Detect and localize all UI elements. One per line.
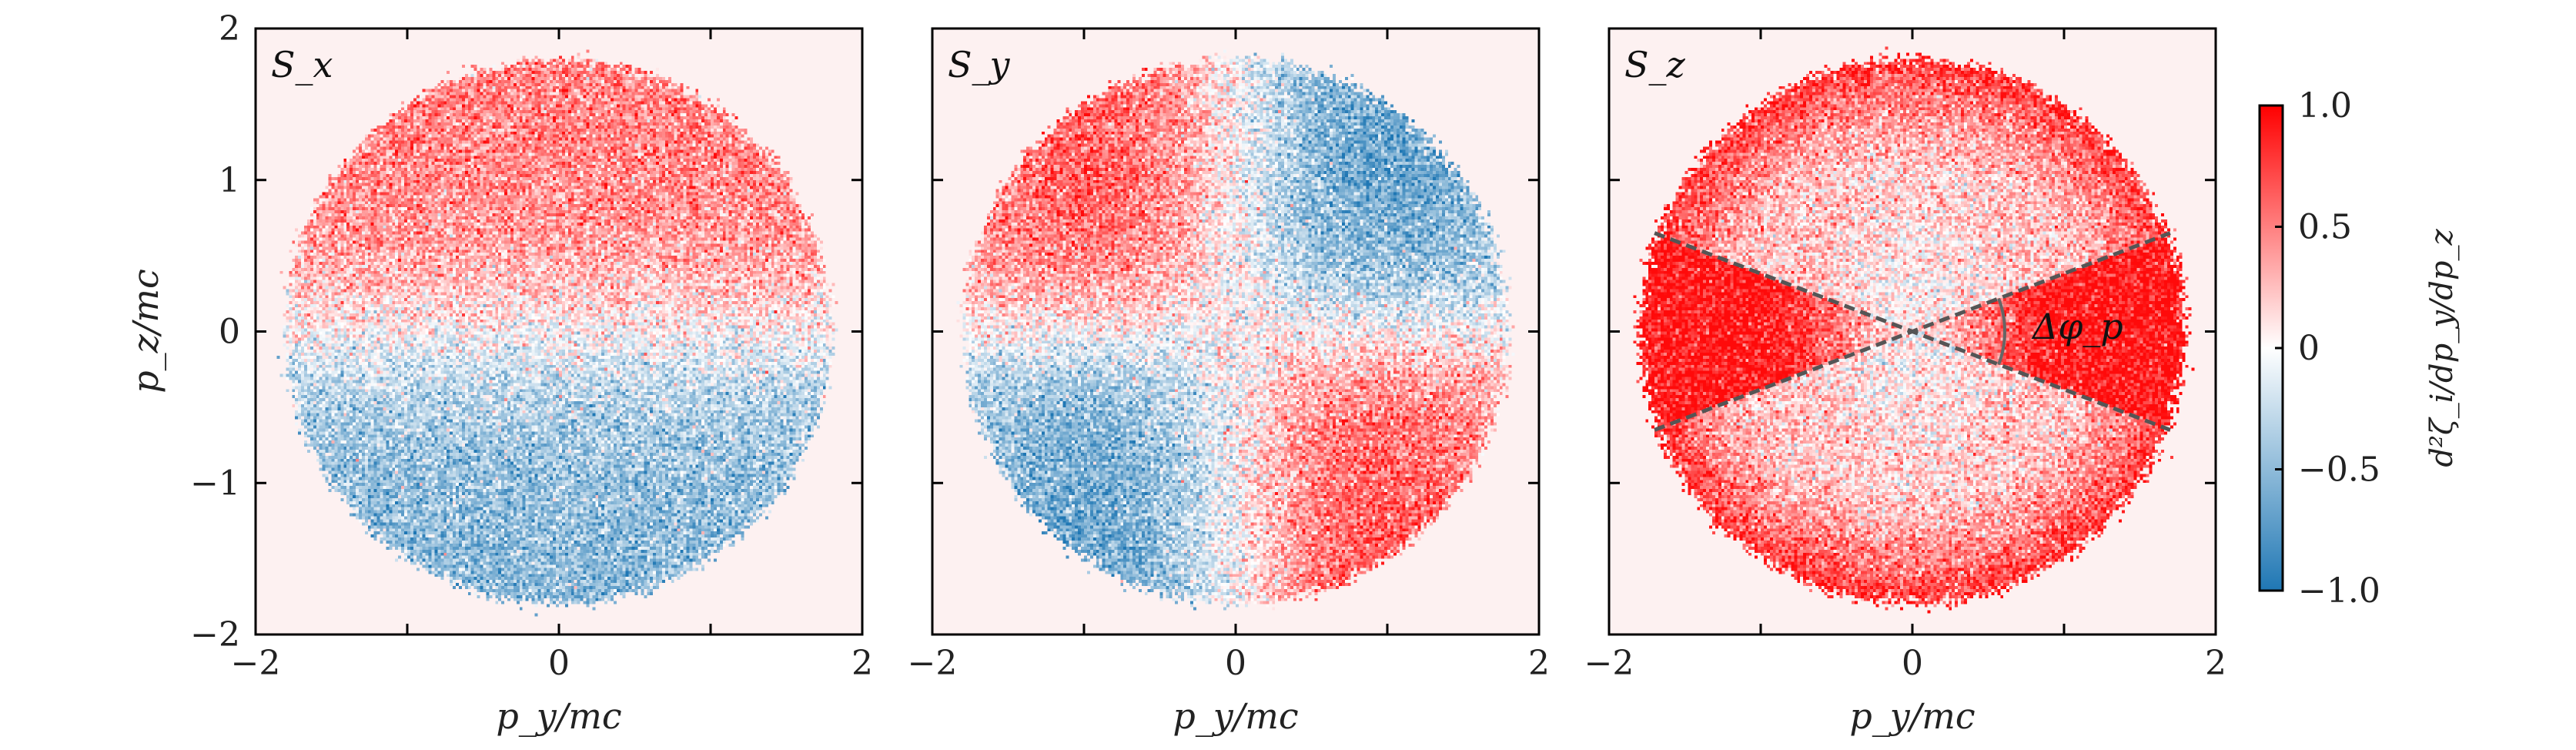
x-tick-label: −2 (1584, 644, 1634, 683)
x-tick-label: 0 (1902, 644, 1923, 683)
x-axis-title-3: p_y/mc (1849, 695, 1975, 737)
y-tick-label: −2 (190, 615, 240, 655)
panel-label: S_y (948, 44, 1011, 85)
y-tick-label: −1 (190, 464, 240, 503)
dashed-lines (1654, 231, 2171, 432)
heatmap-image (932, 28, 1539, 634)
x-axis-title-2: p_y/mc (1173, 695, 1298, 737)
colorbar: 1.0 0.5 0 −0.5 −1.0 d²ζ_i/dp_y/dp_z (2258, 86, 2460, 611)
axis-ticks: −2 0 2 −2 −1 0 1 2 −2 0 2 −2 0 2 (190, 9, 2226, 683)
x-axis-title-1: p_y/mc (496, 695, 621, 737)
x-tick-label: −2 (231, 644, 281, 683)
y-axis-title: p_z/mc (125, 269, 166, 393)
colorbar-tick-label: 0.5 (2298, 208, 2352, 247)
dashed-line (1654, 231, 2171, 432)
colorbar-ticks: 1.0 0.5 0 −0.5 −1.0 (2275, 86, 2380, 611)
y-tick-label: 0 (219, 313, 240, 352)
y-tick-label: 1 (219, 161, 240, 200)
colorbar-label: d²ζ_i/dp_y/dp_z (2424, 229, 2460, 467)
x-tick-label: 2 (1528, 644, 1550, 683)
x-tick-label: −2 (908, 644, 958, 683)
colorbar-tick-label: 1.0 (2298, 86, 2352, 126)
panel-sx: S_x (254, 27, 864, 636)
angle-annotation: Δφ_p (2031, 306, 2123, 347)
colorbar-tick-label: −1.0 (2298, 571, 2380, 611)
panel-label: S_z (1624, 44, 1686, 85)
x-tick-label: 0 (1225, 644, 1246, 683)
panel-sz: Δφ_p S_z (1607, 27, 2217, 636)
x-tick-label: 2 (2205, 644, 2226, 683)
y-tick-label: 2 (219, 9, 240, 49)
colorbar-tick-label: −0.5 (2298, 450, 2380, 490)
x-tick-label: 0 (548, 644, 570, 683)
heatmap-image (256, 28, 862, 634)
colorbar-tick-label: 0 (2298, 329, 2320, 368)
panel-sy: S_y (931, 27, 1541, 636)
angle-arc (1997, 297, 2007, 366)
panel-label: S_x (271, 44, 333, 85)
x-tick-label: 2 (851, 644, 873, 683)
